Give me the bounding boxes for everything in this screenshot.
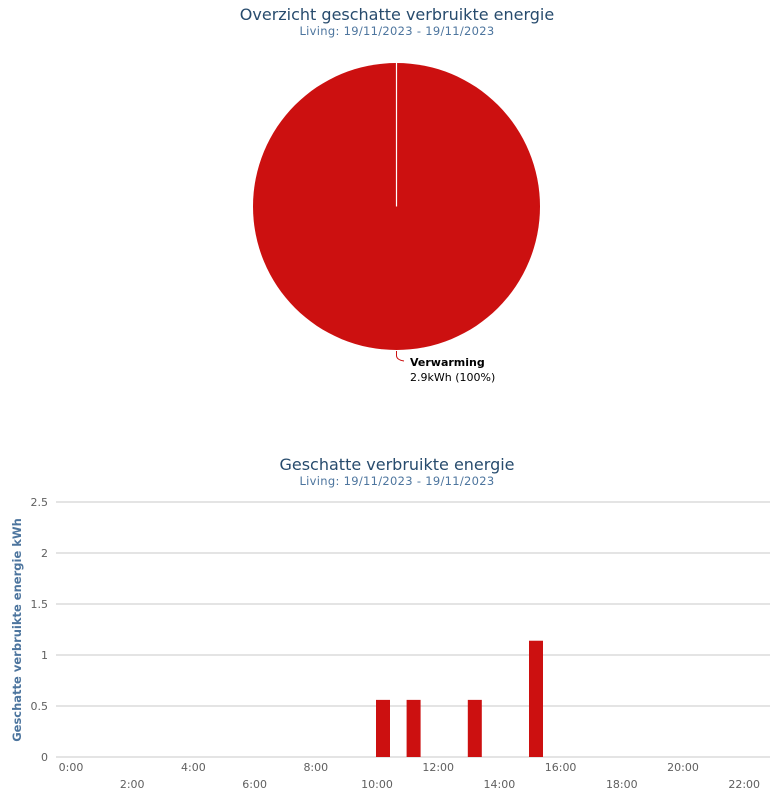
x-tick-label: 22:00 <box>728 778 760 791</box>
x-tick-label: 18:00 <box>606 778 638 791</box>
y-tick-label: 2.5 <box>31 496 49 509</box>
y-tick-label: 1.5 <box>31 598 49 611</box>
x-tick-label: 8:00 <box>303 761 328 774</box>
bar[interactable] <box>376 699 390 757</box>
y-tick-label: 0 <box>41 751 48 764</box>
bar[interactable] <box>529 640 543 757</box>
x-tick-label: 2:00 <box>120 778 145 791</box>
bar-chart-title: Geschatte verbruikte energie <box>279 455 514 474</box>
pie-slice-label-name: Verwarming <box>410 356 485 369</box>
pie-chart: Overzicht geschatte verbruikte energie L… <box>240 5 554 384</box>
pie-label-connector <box>396 351 405 362</box>
pie-chart-subtitle: Living: 19/11/2023 - 19/11/2023 <box>299 24 494 38</box>
y-axis-label: Geschatte verbruikte energie kWh <box>10 518 24 742</box>
y-tick-label: 2 <box>41 547 48 560</box>
y-tick-label: 0.5 <box>31 700 49 713</box>
x-tick-label: 16:00 <box>545 761 577 774</box>
bar[interactable] <box>406 699 421 757</box>
x-tick-label: 12:00 <box>422 761 454 774</box>
x-tick-label: 20:00 <box>667 761 699 774</box>
bars <box>376 640 543 757</box>
pie-slice-label-value: 2.9kWh (100%) <box>410 371 495 384</box>
y-axis-ticks: 0 0.5 1 1.5 2 2.5 <box>31 496 49 764</box>
bar[interactable] <box>467 699 482 757</box>
bar-chart: Geschatte verbruikte energie Living: 19/… <box>10 455 770 791</box>
x-tick-label: 4:00 <box>181 761 206 774</box>
bar-chart-subtitle: Living: 19/11/2023 - 19/11/2023 <box>299 474 494 488</box>
y-tick-label: 1 <box>41 649 48 662</box>
x-tick-label: 14:00 <box>484 778 516 791</box>
x-axis-ticks: 0:00 2:00 4:00 6:00 8:00 10:00 12:00 14:00 16:00… <box>59 761 760 791</box>
x-tick-label: 10:00 <box>361 778 393 791</box>
x-tick-label: 6:00 <box>242 778 267 791</box>
x-tick-label: 0:00 <box>59 761 84 774</box>
pie-chart-title: Overzicht geschatte verbruikte energie <box>240 5 554 24</box>
